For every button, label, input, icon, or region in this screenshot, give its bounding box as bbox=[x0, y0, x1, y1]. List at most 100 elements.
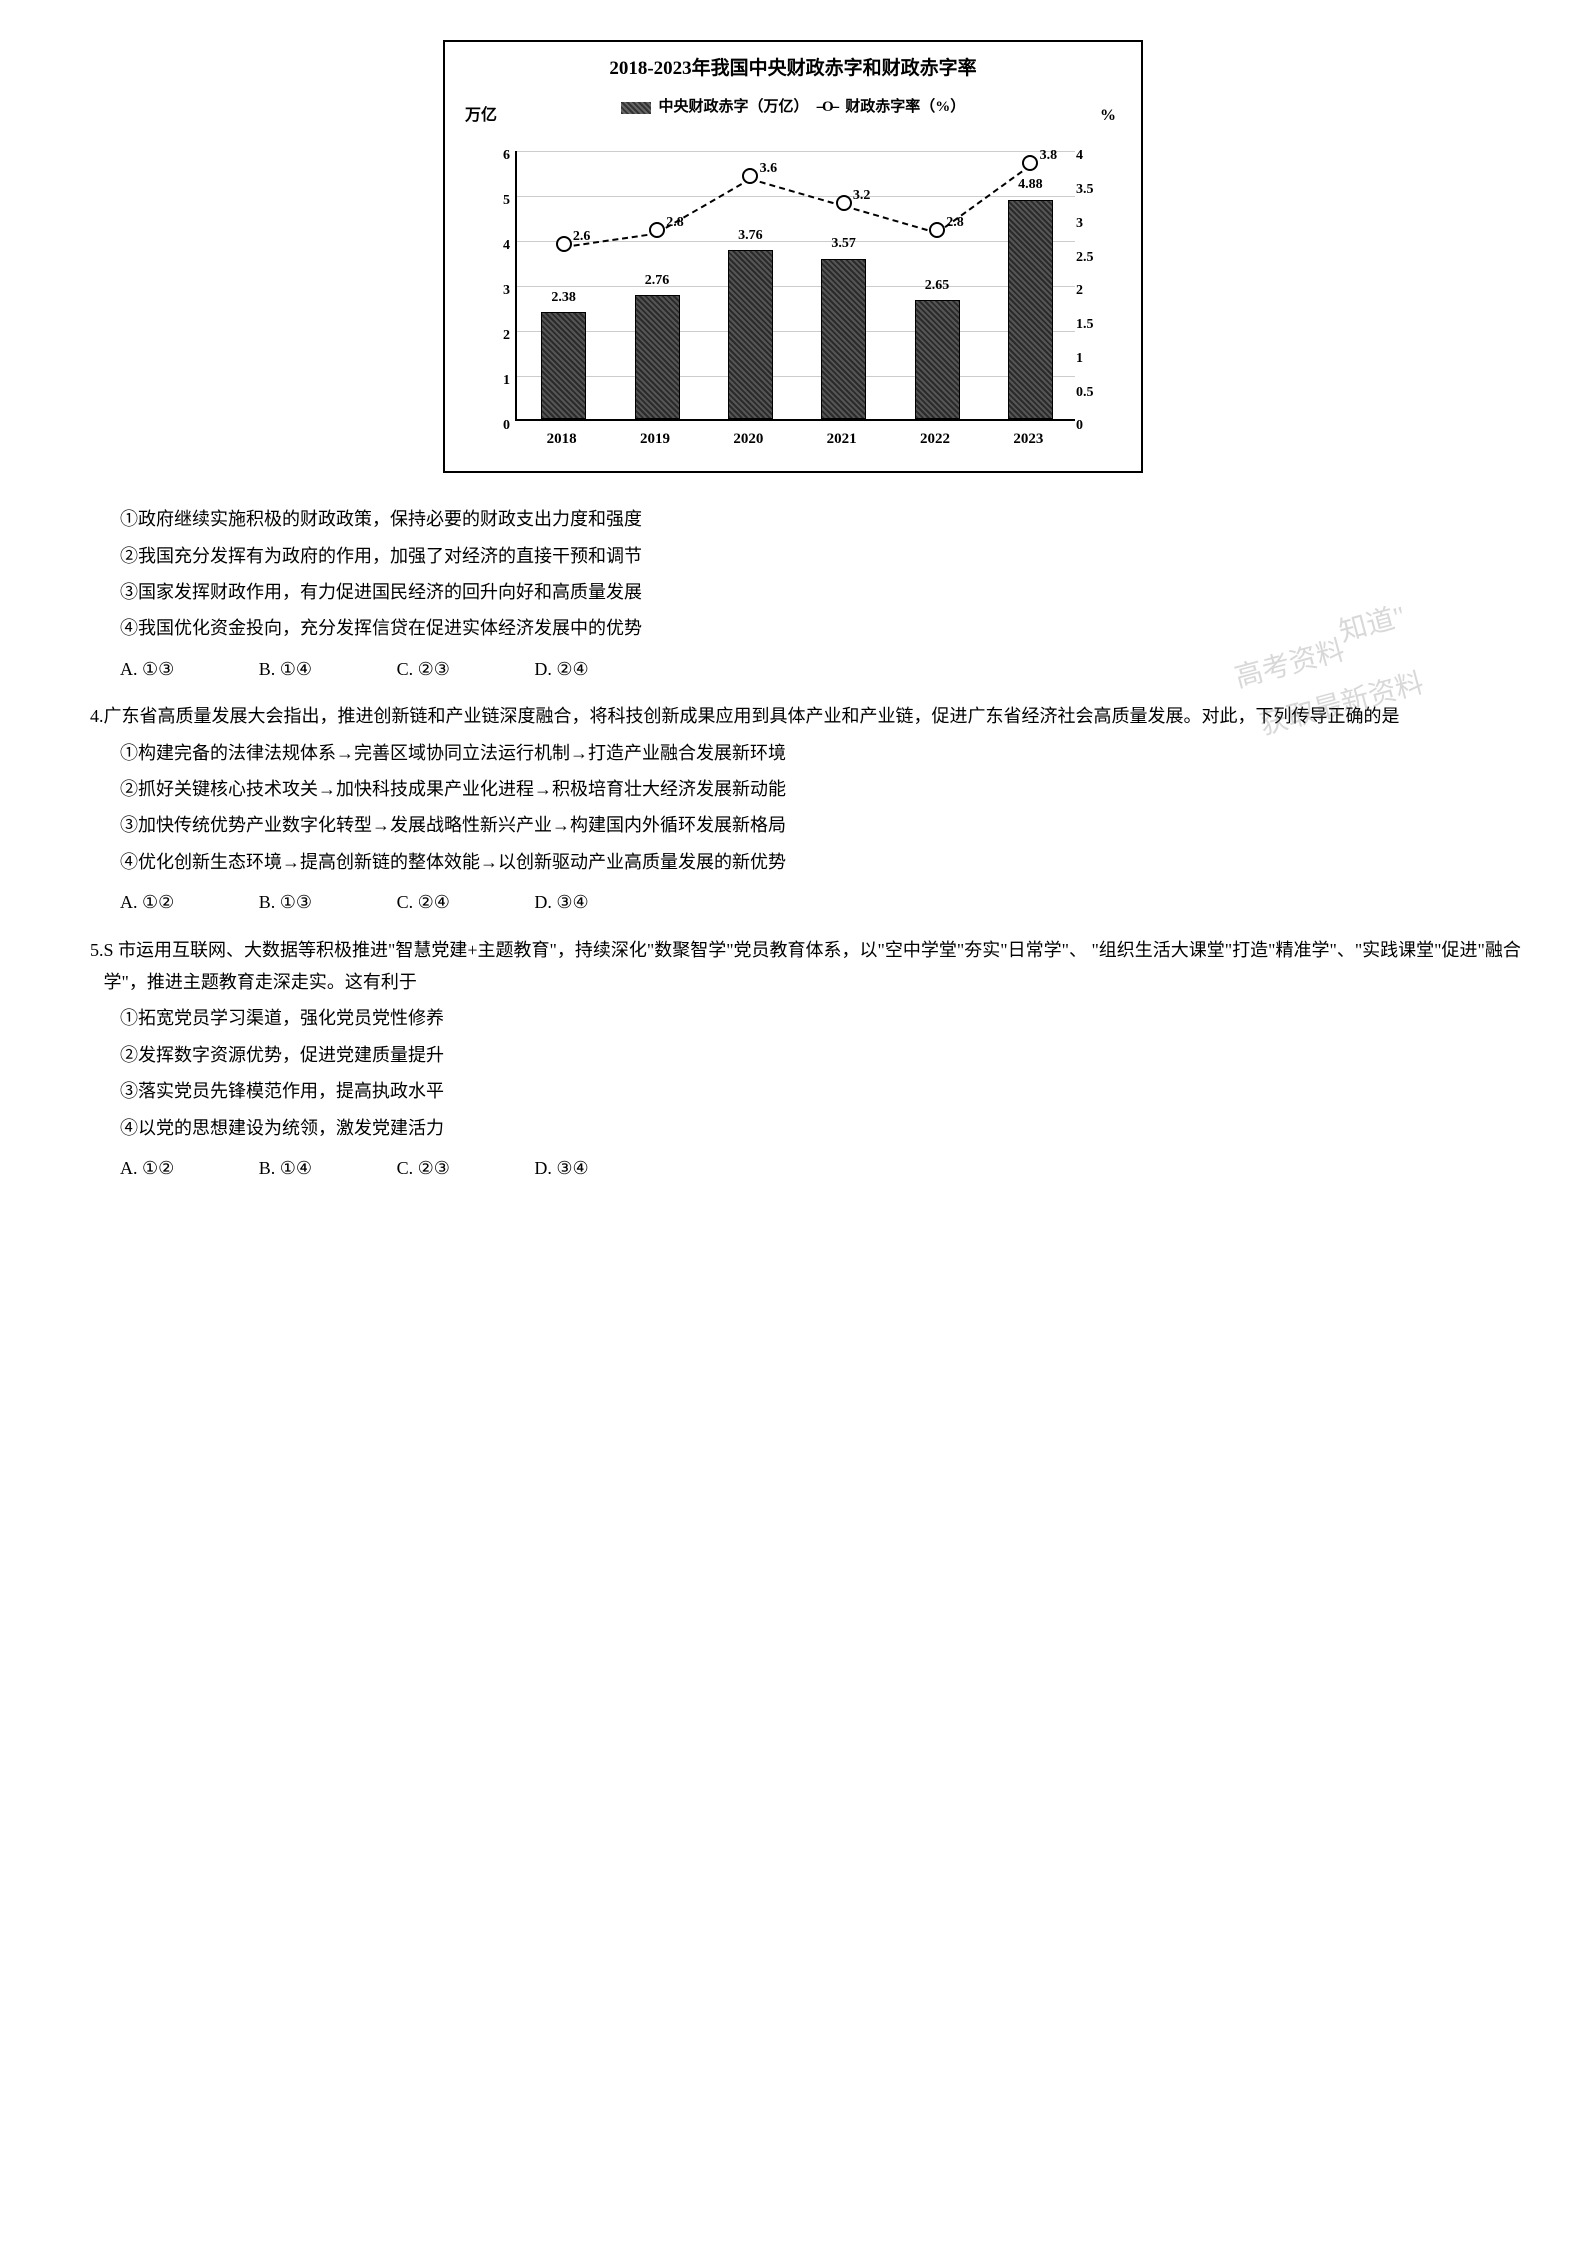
q5-statement-2: ②发挥数字资源优势，促进党建质量提升 bbox=[120, 1039, 1526, 1071]
bar bbox=[541, 312, 586, 419]
bar-value-label: 2.65 bbox=[907, 273, 967, 298]
y-right-tick: 3 bbox=[1076, 211, 1083, 236]
gridline bbox=[517, 376, 1075, 377]
q3-statement-2: ②我国充分发挥有为政府的作用，加强了对经济的直接干预和调节 bbox=[120, 540, 1526, 572]
x-tick-label: 2021 bbox=[827, 426, 857, 453]
q3-option-a: A. ①③ bbox=[120, 653, 174, 685]
q4-option-a: A. ①② bbox=[120, 886, 174, 918]
q4-options: A. ①② B. ①③ C. ②④ D. ③④ bbox=[120, 886, 1526, 918]
line-value-label: 2.8 bbox=[946, 210, 964, 235]
q3-option-d: D. ②④ bbox=[534, 653, 588, 685]
y-axis-right: 00.511.522.533.54 bbox=[1071, 151, 1106, 451]
bar bbox=[728, 250, 773, 419]
x-tick-label: 2018 bbox=[547, 426, 577, 453]
y-right-tick: 3.5 bbox=[1076, 177, 1094, 202]
q5-statement-1: ①拓宽党员学习渠道，强化党员党性修养 bbox=[120, 1002, 1526, 1034]
y-axis-left: 0123456 bbox=[485, 151, 515, 451]
line-value-label: 2.6 bbox=[573, 224, 591, 249]
line-segment bbox=[750, 178, 844, 207]
gridline bbox=[517, 331, 1075, 332]
line-segment bbox=[843, 205, 937, 234]
x-tick-label: 2020 bbox=[733, 426, 763, 453]
y-left-tick: 5 bbox=[503, 188, 510, 213]
q5-stem: 5. S 市运用互联网、大数据等积极推进"智慧党建+主题教育"，持续深化"数聚智… bbox=[120, 934, 1526, 999]
q5-option-d: D. ③④ bbox=[534, 1152, 588, 1184]
y-left-tick: 1 bbox=[503, 368, 510, 393]
y-right-tick: 1.5 bbox=[1076, 312, 1094, 337]
x-tick-label: 2019 bbox=[640, 426, 670, 453]
q4-statement-1: ①构建完备的法律法规体系→完善区域协同立法运行机制→打造产业融合发展新环境 bbox=[120, 737, 1526, 769]
q5-option-a: A. ①② bbox=[120, 1152, 174, 1184]
chart-legend: 中央财政赤字（万亿） --O-- 财政赤字率（%） bbox=[465, 94, 1121, 121]
y-right-tick: 2 bbox=[1076, 278, 1083, 303]
line-point-marker bbox=[649, 222, 665, 238]
line-point-marker bbox=[742, 168, 758, 184]
y-left-tick: 6 bbox=[503, 143, 510, 168]
q4-number: 4. bbox=[90, 700, 104, 732]
line-value-label: 3.6 bbox=[760, 156, 778, 181]
q4-option-d: D. ③④ bbox=[534, 886, 588, 918]
question-5: 5. S 市运用互联网、大数据等积极推进"智慧党建+主题教育"，持续深化"数聚智… bbox=[120, 934, 1526, 1185]
chart-plot-area: 0123456 00.511.522.533.54 2.382.763.763.… bbox=[515, 151, 1071, 451]
legend-bar-icon bbox=[621, 102, 651, 114]
q3-options: A. ①③ B. ①④ C. ②③ D. ②④ bbox=[120, 653, 1526, 685]
y-left-tick: 4 bbox=[503, 233, 510, 258]
q5-option-c: C. ②③ bbox=[397, 1152, 450, 1184]
y-right-tick: 4 bbox=[1076, 143, 1083, 168]
q3-option-c: C. ②③ bbox=[397, 653, 450, 685]
page-content: 2018-2023年我国中央财政赤字和财政赤字率 中央财政赤字（万亿） --O-… bbox=[60, 40, 1526, 1184]
q3-statement-4: ④我国优化资金投向，充分发挥信贷在促进实体经济发展中的优势 bbox=[120, 612, 1526, 644]
bar-value-label: 3.76 bbox=[720, 223, 780, 248]
q5-statement-4: ④以党的思想建设为统领，激发党建活力 bbox=[120, 1112, 1526, 1144]
line-point-marker bbox=[556, 236, 572, 252]
line-value-label: 2.8 bbox=[666, 210, 684, 235]
bar-value-label: 2.76 bbox=[627, 268, 687, 293]
legend-line-label: 财政赤字率（%） bbox=[845, 99, 965, 115]
gridline bbox=[517, 286, 1075, 287]
q5-options: A. ①② B. ①④ C. ②③ D. ③④ bbox=[120, 1152, 1526, 1184]
q4-statement-4: ④优化创新生态环境→提高创新链的整体效能→以创新驱动产业高质量发展的新优势 bbox=[120, 846, 1526, 878]
x-tick-label: 2023 bbox=[1013, 426, 1043, 453]
y-left-tick: 0 bbox=[503, 413, 510, 438]
bar-value-label: 4.88 bbox=[1000, 172, 1060, 197]
q5-statement-3: ③落实党员先锋模范作用，提高执政水平 bbox=[120, 1075, 1526, 1107]
x-tick-label: 2022 bbox=[920, 426, 950, 453]
q4-option-b: B. ①③ bbox=[259, 886, 312, 918]
question-4: 4. 广东省高质量发展大会指出，推进创新链和产业链深度融合，将科技创新成果应用到… bbox=[120, 700, 1526, 918]
y-right-tick: 0.5 bbox=[1076, 380, 1094, 405]
question-3-statements: ①政府继续实施积极的财政政策，保持必要的财政支出力度和强度 ②我国充分发挥有为政… bbox=[120, 503, 1526, 685]
q5-option-b: B. ①④ bbox=[259, 1152, 312, 1184]
bar bbox=[1008, 200, 1053, 420]
q5-number: 5. bbox=[90, 934, 104, 999]
bar-value-label: 2.38 bbox=[534, 285, 594, 310]
bar bbox=[821, 259, 866, 420]
fiscal-deficit-chart: 2018-2023年我国中央财政赤字和财政赤字率 中央财政赤字（万亿） --O-… bbox=[443, 40, 1143, 473]
y-axis-left-label: 万亿 bbox=[465, 102, 497, 131]
gridline bbox=[517, 196, 1075, 197]
y-axis-right-label: % bbox=[1100, 102, 1116, 131]
plot-area: 2.382.763.763.572.654.882.62.83.63.22.83… bbox=[515, 151, 1075, 421]
q4-statement-3: ③加快传统优势产业数字化转型→发展战略性新兴产业→构建国内外循环发展新格局 bbox=[120, 809, 1526, 841]
q3-statement-1: ①政府继续实施积极的财政政策，保持必要的财政支出力度和强度 bbox=[120, 503, 1526, 535]
chart-title: 2018-2023年我国中央财政赤字和财政赤字率 bbox=[465, 52, 1121, 86]
line-value-label: 3.8 bbox=[1040, 143, 1058, 168]
line-point-marker bbox=[1022, 155, 1038, 171]
gridline bbox=[517, 151, 1075, 152]
line-point-marker bbox=[929, 222, 945, 238]
line-point-marker bbox=[836, 195, 852, 211]
legend-line-icon: --O-- bbox=[816, 94, 838, 121]
y-left-tick: 2 bbox=[503, 323, 510, 348]
y-right-tick: 2.5 bbox=[1076, 245, 1094, 270]
bar bbox=[635, 295, 680, 419]
x-axis: 2018 2019 2020 2021 2022 2023 bbox=[515, 421, 1071, 451]
q4-statement-2: ②抓好关键核心技术攻关→加快科技成果产业化进程→积极培育壮大经济发展新动能 bbox=[120, 773, 1526, 805]
q3-statement-3: ③国家发挥财政作用，有力促进国民经济的回升向好和高质量发展 bbox=[120, 576, 1526, 608]
bar-value-label: 3.57 bbox=[814, 231, 874, 256]
q3-option-b: B. ①④ bbox=[259, 653, 312, 685]
legend-bar-label: 中央财政赤字（万亿） bbox=[659, 99, 809, 115]
bar bbox=[915, 300, 960, 419]
line-value-label: 3.2 bbox=[853, 183, 871, 208]
q4-stem: 4. 广东省高质量发展大会指出，推进创新链和产业链深度融合，将科技创新成果应用到… bbox=[120, 700, 1526, 732]
q4-option-c: C. ②④ bbox=[397, 886, 450, 918]
y-left-tick: 3 bbox=[503, 278, 510, 303]
